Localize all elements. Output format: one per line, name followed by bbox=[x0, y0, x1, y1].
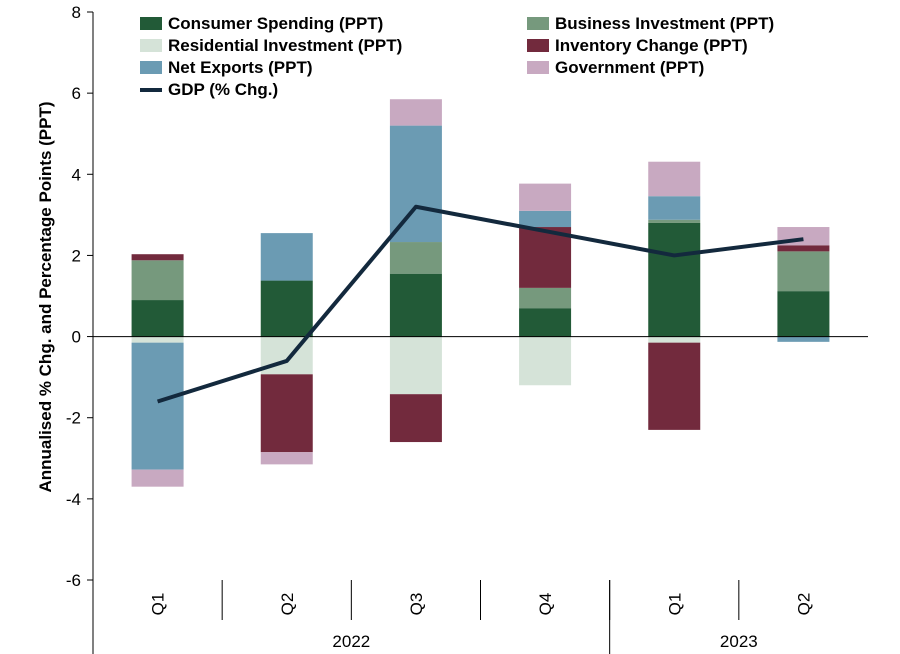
bar-segment-residential-investment bbox=[648, 336, 701, 343]
legend-swatch-inventory-change bbox=[527, 39, 549, 52]
bar-layer bbox=[131, 99, 830, 487]
gdp-line-layer bbox=[156, 204, 804, 404]
bar-segment-business-investment bbox=[777, 251, 830, 292]
bar-segment-net-exports bbox=[260, 233, 313, 281]
legend-label-gdp: GDP (% Chg.) bbox=[168, 80, 278, 99]
legend-swatch-government bbox=[527, 61, 549, 74]
y-tick-label: 8 bbox=[72, 3, 81, 22]
x-tick-label: Q3 bbox=[407, 593, 426, 616]
bar-segment-business-investment bbox=[389, 242, 442, 274]
bar-segment-business-investment bbox=[131, 260, 184, 301]
legend-label-residential-investment: Residential Investment (PPT) bbox=[168, 36, 402, 55]
y-axis-label: Annualised % Chg. and Percentage Points … bbox=[36, 101, 55, 492]
bar-segment-net-exports bbox=[389, 125, 442, 243]
bar-segment-residential-investment bbox=[519, 336, 572, 386]
y-tick-label: -6 bbox=[66, 571, 81, 590]
bar-segment-inventory-change bbox=[389, 394, 442, 443]
y-tick-label: 2 bbox=[72, 246, 81, 265]
bar-segment-consumer-spending bbox=[648, 222, 701, 337]
x-tick-label: Q4 bbox=[536, 593, 555, 616]
bar-segment-consumer-spending bbox=[260, 280, 313, 337]
legend-swatch-business-investment bbox=[527, 17, 549, 30]
x-tick-label: Q1 bbox=[665, 593, 684, 616]
bar-segment-residential-investment bbox=[389, 336, 442, 395]
bar-segment-net-exports bbox=[648, 196, 701, 220]
legend-label-inventory-change: Inventory Change (PPT) bbox=[555, 36, 748, 55]
y-tick-label: -2 bbox=[66, 409, 81, 428]
legend-label-government: Government (PPT) bbox=[555, 58, 704, 77]
gdp-line bbox=[156, 204, 804, 404]
year-label: 2023 bbox=[720, 632, 758, 651]
x-tick-label: Q2 bbox=[794, 593, 813, 616]
bar-segment-business-investment bbox=[648, 219, 701, 223]
bar-segment-government bbox=[131, 469, 184, 487]
y-tick-label: 6 bbox=[72, 84, 81, 103]
bar-segment-residential-investment bbox=[131, 336, 184, 343]
bar-segment-net-exports bbox=[131, 342, 184, 470]
y-tick-label: -4 bbox=[66, 490, 81, 509]
x-tick-label: Q2 bbox=[278, 593, 297, 616]
y-tick-label: 4 bbox=[72, 165, 81, 184]
bar-segment-inventory-change bbox=[777, 245, 830, 252]
bar-segment-government bbox=[389, 99, 442, 126]
bar-segment-consumer-spending bbox=[777, 291, 830, 337]
bar-segment-inventory-change bbox=[260, 374, 313, 453]
bar-segment-net-exports bbox=[777, 336, 830, 342]
y-tick-label: 0 bbox=[72, 328, 81, 347]
bar-segment-inventory-change bbox=[648, 342, 701, 430]
legend-label-business-investment: Business Investment (PPT) bbox=[555, 14, 774, 33]
year-label: 2022 bbox=[332, 632, 370, 651]
bar-segment-government bbox=[648, 161, 701, 197]
bar-segment-government bbox=[519, 183, 572, 211]
bar-segment-consumer-spending bbox=[131, 300, 184, 337]
bar-segment-consumer-spending bbox=[519, 308, 572, 337]
bar-segment-net-exports bbox=[519, 210, 572, 228]
legend-swatch-net-exports bbox=[140, 61, 162, 74]
bar-segment-government bbox=[260, 452, 313, 465]
bar-segment-inventory-change bbox=[519, 227, 572, 288]
legend-swatch-residential-investment bbox=[140, 39, 162, 52]
bar-segment-business-investment bbox=[519, 287, 572, 309]
bar-segment-consumer-spending bbox=[389, 273, 442, 337]
legend-label-consumer-spending: Consumer Spending (PPT) bbox=[168, 14, 383, 33]
legend: Consumer Spending (PPT) Business Investme… bbox=[140, 14, 774, 99]
legend-swatch-consumer-spending bbox=[140, 17, 162, 30]
axes-layer: -6 -4 -2 0 2 4 6 8 Q1 Q2 Q3 Q4 Q1 Q2 2022 2023 bbox=[66, 3, 868, 654]
legend-label-net-exports: Net Exports (PPT) bbox=[168, 58, 313, 77]
x-tick-label: Q1 bbox=[149, 593, 168, 616]
bar-segment-inventory-change bbox=[131, 254, 184, 261]
